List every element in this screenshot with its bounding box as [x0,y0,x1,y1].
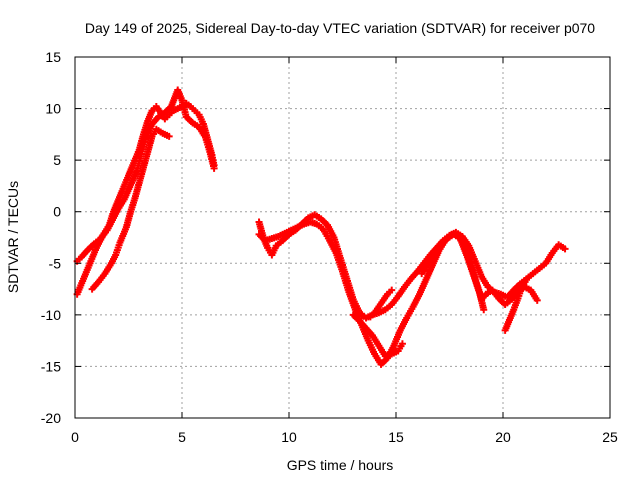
y-tick-label: -20 [41,410,61,426]
data-marks [73,86,569,368]
series-track-i [501,276,531,334]
series-track-b [73,86,218,265]
x-tick-labels: 0 5 10 15 20 25 [71,429,618,445]
x-tick-label: 20 [495,429,511,445]
x-tick-label: 10 [281,429,297,445]
series-track-g [366,286,396,321]
series-track-c [88,125,173,293]
data-point [561,245,569,253]
y-axis-label: SDTVAR / TECUs [5,181,21,293]
x-tick-label: 5 [178,429,186,445]
x-tick-label: 15 [388,429,404,445]
data-point [398,340,406,348]
y-tick-label: -10 [41,307,61,323]
series-track-f [349,311,406,360]
y-tick-label: 0 [53,204,61,220]
y-tick-label: 5 [53,152,61,168]
plot-frame [74,56,611,419]
y-tick-label: 15 [45,49,61,65]
chart-title: Day 149 of 2025, Sidereal Day-to-day VTE… [85,20,595,36]
x-tick-label: 0 [71,429,79,445]
series-track-a [73,99,218,298]
y-tick-label: 10 [45,101,61,117]
data-point [533,296,541,304]
y-tick-labels: -20 -15 -10 -5 0 5 10 15 [41,49,61,426]
data-point [210,164,218,172]
data-point [480,306,488,314]
y-tick-label: -15 [41,358,61,374]
x-tick-label: 25 [602,429,618,445]
data-point [165,132,173,140]
y-tick-label: -5 [49,255,62,271]
grid-lines [75,57,610,418]
series-track-h [418,230,488,314]
axis-ticks [74,56,611,419]
data-point [523,276,531,284]
x-axis-label: GPS time / hours [287,457,394,473]
data-point [388,286,396,294]
